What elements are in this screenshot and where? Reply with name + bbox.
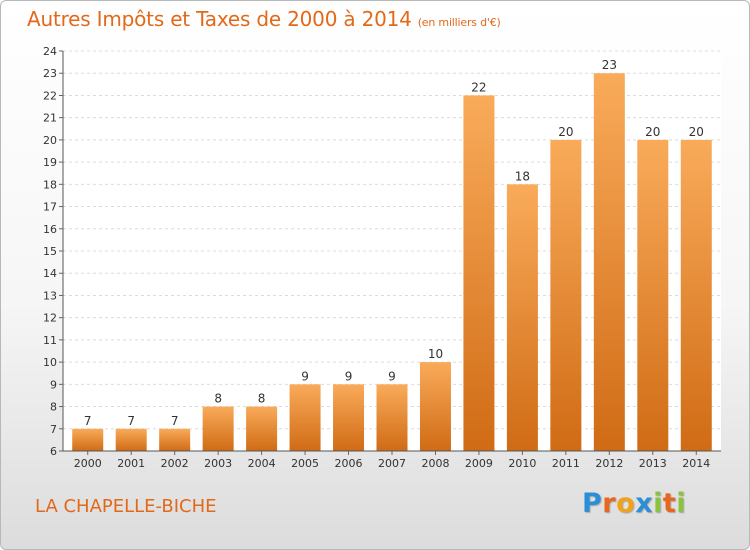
- data-label: 7: [127, 414, 135, 428]
- y-tick-label: 11: [43, 334, 57, 347]
- bar: [419, 362, 451, 451]
- bar: [115, 428, 147, 451]
- data-label: 7: [84, 414, 92, 428]
- data-label: 8: [214, 392, 222, 406]
- bar: [72, 428, 104, 451]
- y-tick-label: 9: [50, 378, 57, 391]
- data-label: 9: [345, 369, 353, 383]
- y-tick-label: 10: [43, 356, 57, 369]
- y-tick-label: 13: [43, 289, 57, 302]
- x-tick-label: 2006: [335, 457, 363, 470]
- logo-letter: P: [582, 488, 603, 519]
- data-label: 22: [471, 80, 486, 94]
- data-label: 10: [428, 347, 443, 361]
- y-tick-label: 19: [43, 156, 57, 169]
- bar: [463, 95, 495, 451]
- x-tick-label: 2013: [639, 457, 667, 470]
- x-tick-label: 2014: [682, 457, 710, 470]
- data-label: 20: [645, 125, 660, 139]
- x-tick-label: 2007: [378, 457, 406, 470]
- commune-name: LA CHAPELLE-BICHE: [35, 496, 217, 517]
- bars: [72, 73, 712, 452]
- y-tick-label: 18: [43, 178, 57, 191]
- y-tick-label: 20: [43, 134, 57, 147]
- proxiti-logo: Proxiti: [582, 488, 686, 519]
- data-label: 7: [171, 414, 179, 428]
- y-tick-label: 22: [43, 89, 57, 102]
- x-axis: 2000 2001 2002 2003 2004 2005 2006 2007 2008 2009…: [63, 450, 721, 470]
- bar: [159, 428, 191, 451]
- chart-title-text: Autres Impôts et Taxes de 2000 à 2014: [27, 7, 412, 31]
- bar: [333, 384, 365, 451]
- y-tick-label: 6: [50, 445, 57, 458]
- logo-letter: o: [616, 488, 636, 519]
- y-tick-label: 24: [43, 45, 57, 58]
- data-label: 9: [301, 369, 309, 383]
- x-tick-label: 2001: [117, 457, 145, 470]
- y-axis: 6 7 8 9 10 11 12 13 14 15 16 17 18 19 20 21 22 23 24: [43, 45, 64, 458]
- data-label: 18: [515, 169, 530, 183]
- x-tick-label: 2011: [552, 457, 580, 470]
- data-labels: 7 7 7 8 8 9 9 9 10 22 18 20 23 20 20: [84, 58, 704, 428]
- bar: [680, 139, 712, 451]
- bar: [506, 184, 538, 452]
- x-tick-label: 2008: [421, 457, 449, 470]
- data-label: 20: [558, 125, 573, 139]
- y-tick-label: 21: [43, 112, 57, 125]
- bar: [637, 139, 669, 451]
- data-label: 8: [258, 392, 266, 406]
- x-tick-label: 2000: [74, 457, 102, 470]
- logo-letter: r: [602, 488, 617, 519]
- x-tick-label: 2009: [465, 457, 493, 470]
- data-label: 23: [602, 58, 617, 72]
- bar: [289, 384, 321, 451]
- y-tick-label: 16: [43, 223, 57, 236]
- logo-letter: i: [653, 488, 663, 519]
- chart-title: Autres Impôts et Taxes de 2000 à 2014 (en…: [27, 7, 501, 31]
- logo-letter: t: [662, 488, 677, 519]
- y-tick-label: 12: [43, 312, 57, 325]
- x-tick-label: 2005: [291, 457, 319, 470]
- bar: [376, 384, 408, 451]
- chart-unit: (en milliers d'€): [417, 16, 501, 29]
- x-tick-label: 2004: [248, 457, 276, 470]
- data-label: 9: [388, 369, 396, 383]
- x-tick-label: 2012: [595, 457, 623, 470]
- x-tick-label: 2002: [161, 457, 189, 470]
- bar: [550, 139, 582, 451]
- logo-letter: i: [676, 488, 687, 519]
- bar: [246, 406, 278, 451]
- x-tick-label: 2003: [204, 457, 232, 470]
- y-tick-label: 7: [50, 423, 57, 436]
- bar: [202, 406, 234, 451]
- y-tick-label: 14: [43, 267, 57, 280]
- x-tick-label: 2010: [508, 457, 536, 470]
- data-label: 20: [689, 125, 704, 139]
- y-tick-label: 8: [50, 401, 57, 414]
- y-tick-label: 23: [43, 67, 57, 80]
- logo-letter: x: [635, 488, 654, 519]
- bar: [593, 73, 625, 451]
- y-tick-label: 15: [43, 245, 57, 258]
- y-tick-label: 17: [43, 201, 57, 214]
